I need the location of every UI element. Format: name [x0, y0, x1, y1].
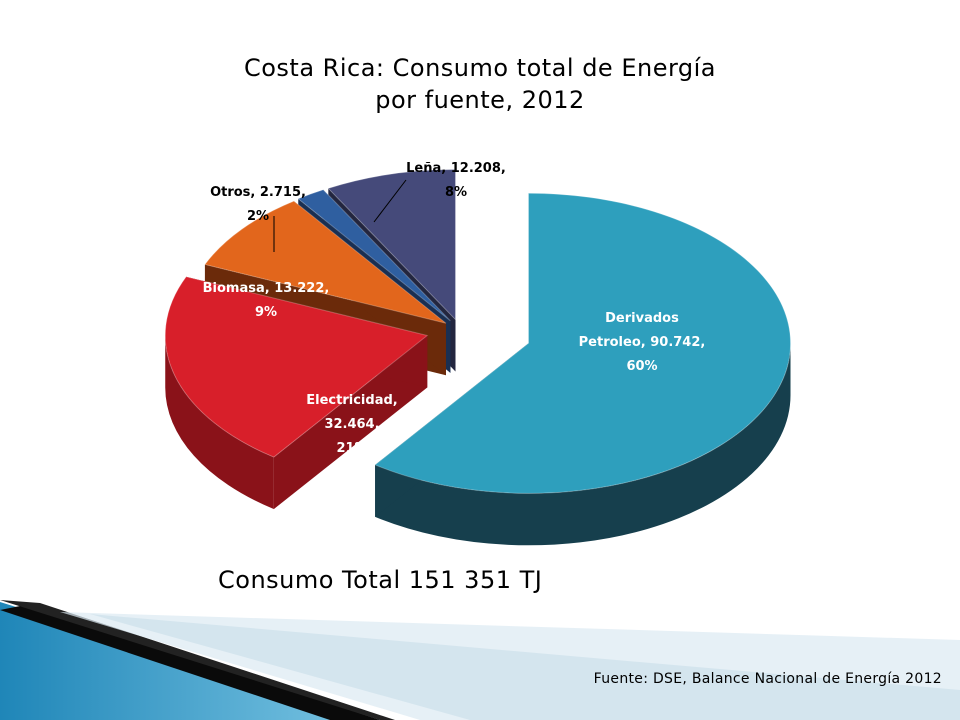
pie-slice-top-3 [297, 189, 451, 322]
pie-slice-side-0 [375, 343, 791, 546]
pie-slice-top-1 [164, 276, 429, 458]
pie-slice-cut-1 [273, 335, 428, 510]
chart-title-line-1: Costa Rica: Consumo total de Energía [243, 54, 717, 82]
leader-line-4 [373, 179, 407, 223]
pie-slice-0 [374, 192, 792, 546]
data-label-1: Electricidad, 32.464, 21% [306, 393, 397, 456]
data-label-2: Biomasa, 13.222, 9% [203, 281, 330, 320]
data-label-0: Derivados Petroleo, 90.742, 60% [579, 311, 706, 374]
pie-slice-top-4 [327, 169, 456, 321]
data-label-4: Leña, 12.208, 8% [406, 161, 506, 200]
source-note: Fuente: DSE, Balance Nacional de Energía… [593, 671, 942, 687]
total-consumption-note: Consumo Total 151 351 TJ [218, 566, 543, 594]
pie-slice-side-1 [165, 335, 274, 510]
chart-title: Costa Rica: Consumo total de Energía por… [200, 52, 760, 116]
data-label-3: Otros, 2.715, 2% [210, 185, 306, 224]
pie-slice-top-2 [204, 200, 447, 324]
chart-title-line-2: por fuente, 2012 [375, 86, 585, 114]
pie-slice-1 [164, 276, 429, 510]
pie-slice-top-0 [374, 192, 792, 494]
